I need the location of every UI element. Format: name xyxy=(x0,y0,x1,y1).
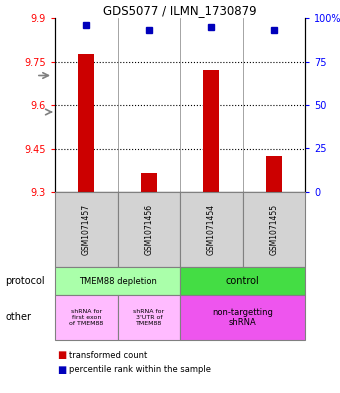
Text: ■: ■ xyxy=(57,350,66,360)
Text: shRNA for
first exon
of TMEM88: shRNA for first exon of TMEM88 xyxy=(69,309,103,326)
Text: control: control xyxy=(226,276,259,286)
Bar xyxy=(266,156,282,192)
Text: non-targetting
shRNA: non-targetting shRNA xyxy=(212,308,273,327)
Title: GDS5077 / ILMN_1730879: GDS5077 / ILMN_1730879 xyxy=(103,4,257,17)
Text: GSM1071457: GSM1071457 xyxy=(82,204,91,255)
Text: TMEM88 depletion: TMEM88 depletion xyxy=(79,277,156,285)
Text: shRNA for
3'UTR of
TMEM88: shRNA for 3'UTR of TMEM88 xyxy=(133,309,164,326)
Text: transformed count: transformed count xyxy=(69,351,147,360)
Bar xyxy=(141,173,156,192)
Text: GSM1071456: GSM1071456 xyxy=(144,204,153,255)
Text: other: other xyxy=(5,312,31,323)
Text: GSM1071454: GSM1071454 xyxy=(207,204,216,255)
Bar xyxy=(203,70,219,192)
Text: GSM1071455: GSM1071455 xyxy=(269,204,278,255)
Text: ■: ■ xyxy=(57,365,66,375)
Bar xyxy=(79,54,94,192)
Text: protocol: protocol xyxy=(5,276,45,286)
Text: percentile rank within the sample: percentile rank within the sample xyxy=(69,365,211,375)
